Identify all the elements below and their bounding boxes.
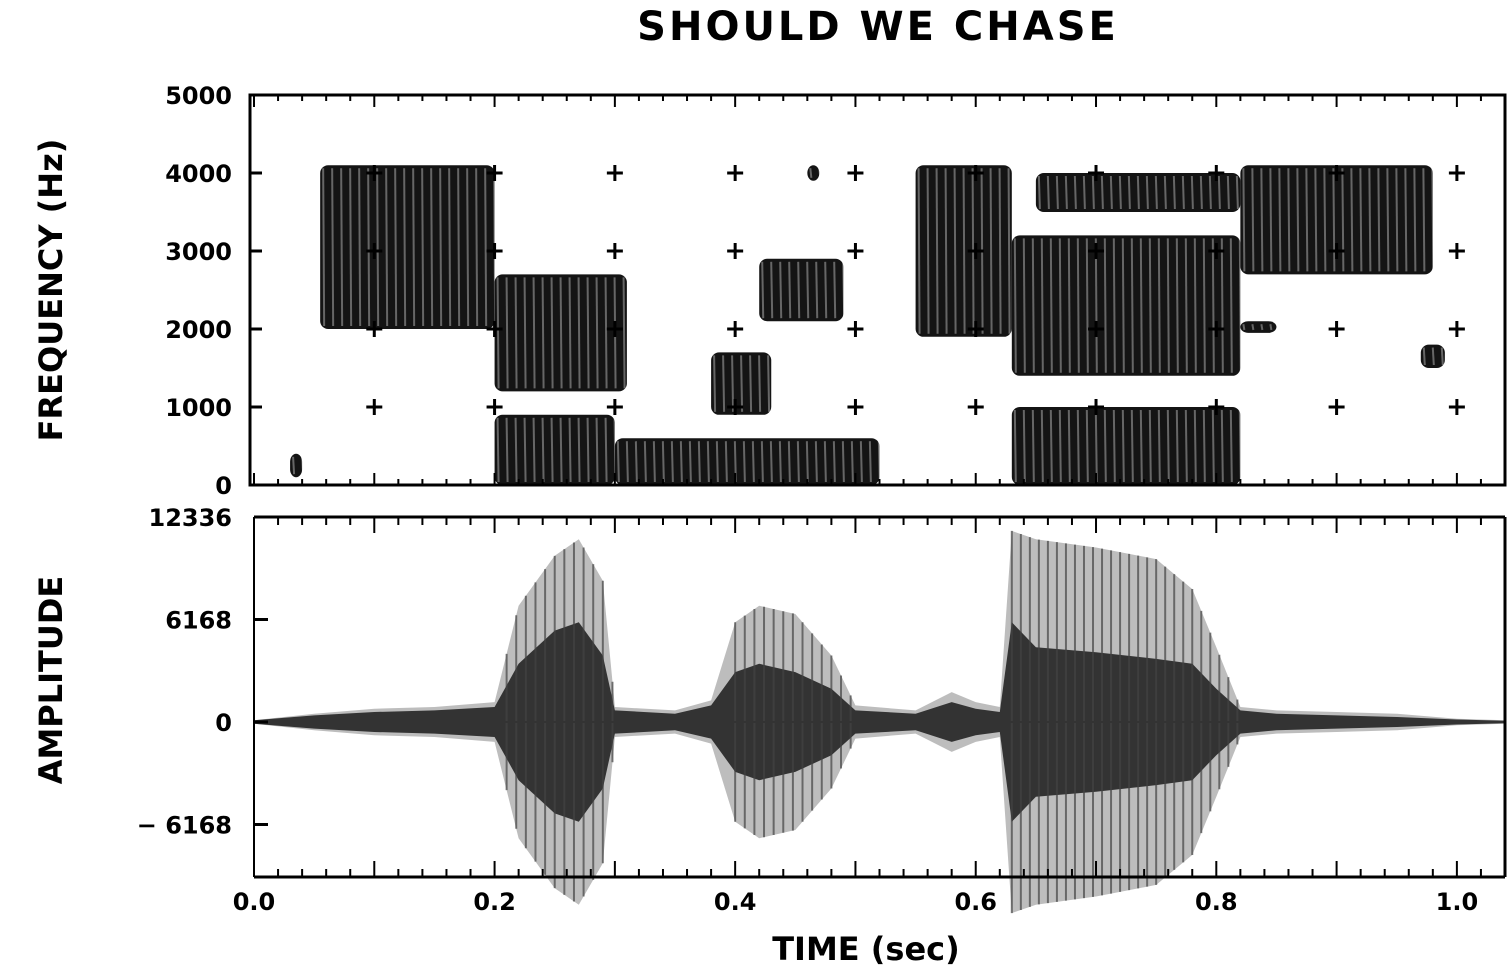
frequency-axis-label: FREQUENCY (Hz) — [32, 139, 70, 442]
grid-plus-marker — [967, 165, 984, 181]
energy-region-8 — [915, 165, 1012, 337]
energy-region-4 — [614, 438, 881, 485]
grid-plus-marker — [1208, 399, 1225, 415]
energy-region-10 — [1035, 173, 1241, 212]
energy-region-11 — [1011, 407, 1242, 485]
energy-region-0 — [290, 453, 305, 478]
grid-plus-marker — [1088, 165, 1105, 181]
grid-plus-marker — [1448, 243, 1465, 259]
amplitude-tick-label: 12336 — [149, 504, 233, 532]
grid-plus-marker — [606, 399, 623, 415]
grid-plus-marker — [1208, 243, 1225, 259]
energy-region-7 — [807, 165, 822, 181]
grid-plus-marker — [1208, 321, 1225, 337]
frequency-tick-label: 4000 — [165, 160, 232, 188]
grid-plus-marker — [847, 321, 864, 337]
frequency-tick-label: 5000 — [165, 82, 232, 110]
spectrogram-panel: 5000 4000 3000 2000 1000 0 FREQUENCY (Hz) — [32, 82, 1507, 500]
time-tick-label: 0.6 — [954, 888, 997, 916]
time-tick-label: 0.4 — [714, 888, 757, 916]
energy-region-14 — [1420, 344, 1445, 368]
waveform-minor-ticks — [253, 517, 1482, 877]
grid-plus-marker — [967, 243, 984, 259]
amplitude-tick-label: 0 — [215, 709, 232, 737]
grid-plus-marker — [366, 399, 383, 415]
energy-region-13 — [1240, 321, 1277, 333]
grid-plus-marker — [727, 399, 744, 415]
time-tick-label: 0.0 — [233, 888, 276, 916]
grid-plus-marker — [486, 243, 503, 259]
waveform-x-ticks: 0.0 0.2 0.4 0.6 0.8 1.0 — [233, 888, 1478, 916]
grid-plus-marker — [1088, 399, 1105, 415]
time-tick-label: 0.8 — [1195, 888, 1238, 916]
frequency-tick-label: 2000 — [165, 316, 232, 344]
grid-plus-marker — [847, 165, 864, 181]
energy-region-9 — [1011, 235, 1242, 376]
grid-plus-marker — [1208, 165, 1225, 181]
amplitude-tick-label: 6168 — [165, 607, 232, 635]
energy-region-6 — [759, 258, 846, 322]
grid-plus-marker — [1448, 165, 1465, 181]
energy-region-3 — [494, 414, 617, 485]
spectrogram-grid-markers — [366, 165, 1465, 415]
grid-plus-marker — [847, 243, 864, 259]
energy-region-12 — [1240, 165, 1435, 275]
grid-plus-marker — [366, 321, 383, 337]
grid-plus-marker — [1328, 399, 1345, 415]
grid-plus-marker — [727, 243, 744, 259]
spectrogram-frame — [248, 93, 1507, 487]
grid-plus-marker — [1448, 399, 1465, 415]
energy-region-1 — [320, 165, 497, 329]
amplitude-tick-label: − 6168 — [137, 812, 232, 840]
energy-region-5 — [711, 352, 772, 415]
grid-plus-marker — [606, 321, 623, 337]
grid-plus-marker — [1088, 243, 1105, 259]
energy-region-2 — [494, 274, 627, 392]
chart-title: SHOULD WE CHASE — [637, 4, 1119, 50]
grid-plus-marker — [1448, 321, 1465, 337]
grid-plus-marker — [967, 399, 984, 415]
time-tick-label: 0.2 — [473, 888, 516, 916]
grid-plus-marker — [847, 399, 864, 415]
grid-plus-marker — [486, 399, 503, 415]
grid-plus-marker — [1328, 243, 1345, 259]
frequency-tick-label: 3000 — [165, 238, 232, 266]
frequency-tick-label: 0 — [215, 472, 232, 500]
grid-plus-marker — [727, 321, 744, 337]
grid-plus-marker — [486, 321, 503, 337]
grid-plus-marker — [486, 165, 503, 181]
grid-plus-marker — [1088, 321, 1105, 337]
grid-plus-marker — [606, 165, 623, 181]
grid-plus-marker — [606, 243, 623, 259]
grid-plus-marker — [967, 321, 984, 337]
waveform-panel: 12336 6168 0 − 6168 0.0 0.2 0.4 0.6 0.8 1.0 AMPL… — [32, 504, 1507, 968]
spectrogram-y-ticks: 5000 4000 3000 2000 1000 0 — [165, 82, 262, 500]
spectrogram-minor-ticks — [253, 95, 1482, 485]
grid-plus-marker — [1328, 165, 1345, 181]
grid-plus-marker — [366, 165, 383, 181]
amplitude-axis-label: AMPLITUDE — [32, 576, 70, 785]
time-tick-label: 1.0 — [1436, 888, 1479, 916]
frequency-tick-label: 1000 — [165, 394, 232, 422]
grid-plus-marker — [366, 243, 383, 259]
spectrogram-energy-regions — [290, 165, 1445, 485]
waveform-y-ticks: 12336 6168 0 − 6168 — [137, 504, 268, 840]
grid-plus-marker — [727, 165, 744, 181]
time-axis-label: TIME (sec) — [772, 930, 960, 968]
grid-plus-marker — [1328, 321, 1345, 337]
